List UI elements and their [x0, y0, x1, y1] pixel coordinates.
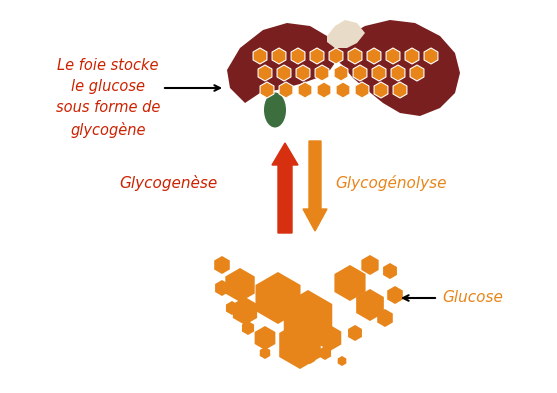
Polygon shape [356, 289, 384, 321]
Polygon shape [334, 65, 348, 81]
Polygon shape [214, 256, 230, 274]
Polygon shape [253, 48, 267, 64]
Polygon shape [296, 65, 310, 81]
FancyArrow shape [272, 143, 298, 233]
Polygon shape [315, 65, 329, 81]
Polygon shape [256, 272, 301, 324]
Polygon shape [383, 263, 397, 279]
Text: Glucose: Glucose [442, 290, 503, 305]
Polygon shape [355, 82, 369, 98]
Polygon shape [291, 48, 305, 64]
Polygon shape [374, 82, 388, 98]
Polygon shape [377, 309, 393, 327]
Polygon shape [335, 20, 460, 116]
Polygon shape [410, 65, 424, 81]
Ellipse shape [264, 92, 286, 127]
Polygon shape [258, 65, 272, 81]
Polygon shape [279, 321, 321, 369]
Polygon shape [279, 82, 293, 98]
Text: Glycogénolyse: Glycogénolyse [335, 175, 447, 191]
Polygon shape [361, 255, 379, 275]
Polygon shape [338, 356, 346, 366]
Polygon shape [367, 48, 381, 64]
Polygon shape [277, 65, 291, 81]
Polygon shape [386, 48, 400, 64]
Polygon shape [372, 65, 386, 81]
Polygon shape [272, 48, 286, 64]
Polygon shape [336, 82, 350, 98]
Polygon shape [348, 48, 362, 64]
Polygon shape [353, 65, 367, 81]
Text: Glycogenèse: Glycogenèse [120, 175, 218, 191]
Polygon shape [319, 346, 331, 360]
FancyArrow shape [303, 141, 327, 231]
Polygon shape [329, 48, 343, 64]
Polygon shape [255, 326, 275, 350]
Polygon shape [233, 297, 257, 325]
Polygon shape [424, 48, 438, 64]
Polygon shape [226, 301, 238, 315]
Polygon shape [391, 65, 405, 81]
Polygon shape [298, 82, 312, 98]
Polygon shape [317, 82, 331, 98]
Polygon shape [284, 290, 332, 346]
Polygon shape [334, 265, 365, 301]
Polygon shape [227, 23, 337, 103]
Polygon shape [225, 268, 255, 302]
Polygon shape [290, 352, 300, 364]
Polygon shape [327, 20, 365, 48]
Polygon shape [387, 286, 403, 304]
Polygon shape [310, 48, 324, 64]
Polygon shape [260, 347, 270, 359]
Polygon shape [260, 82, 274, 98]
Polygon shape [215, 280, 229, 296]
Polygon shape [242, 321, 254, 335]
Polygon shape [348, 325, 362, 341]
Text: Le foie stocke
le glucose
sous forme de
glycogène: Le foie stocke le glucose sous forme de … [56, 58, 160, 138]
Polygon shape [405, 48, 419, 64]
Polygon shape [393, 82, 407, 98]
Polygon shape [305, 352, 315, 364]
Polygon shape [319, 325, 341, 351]
